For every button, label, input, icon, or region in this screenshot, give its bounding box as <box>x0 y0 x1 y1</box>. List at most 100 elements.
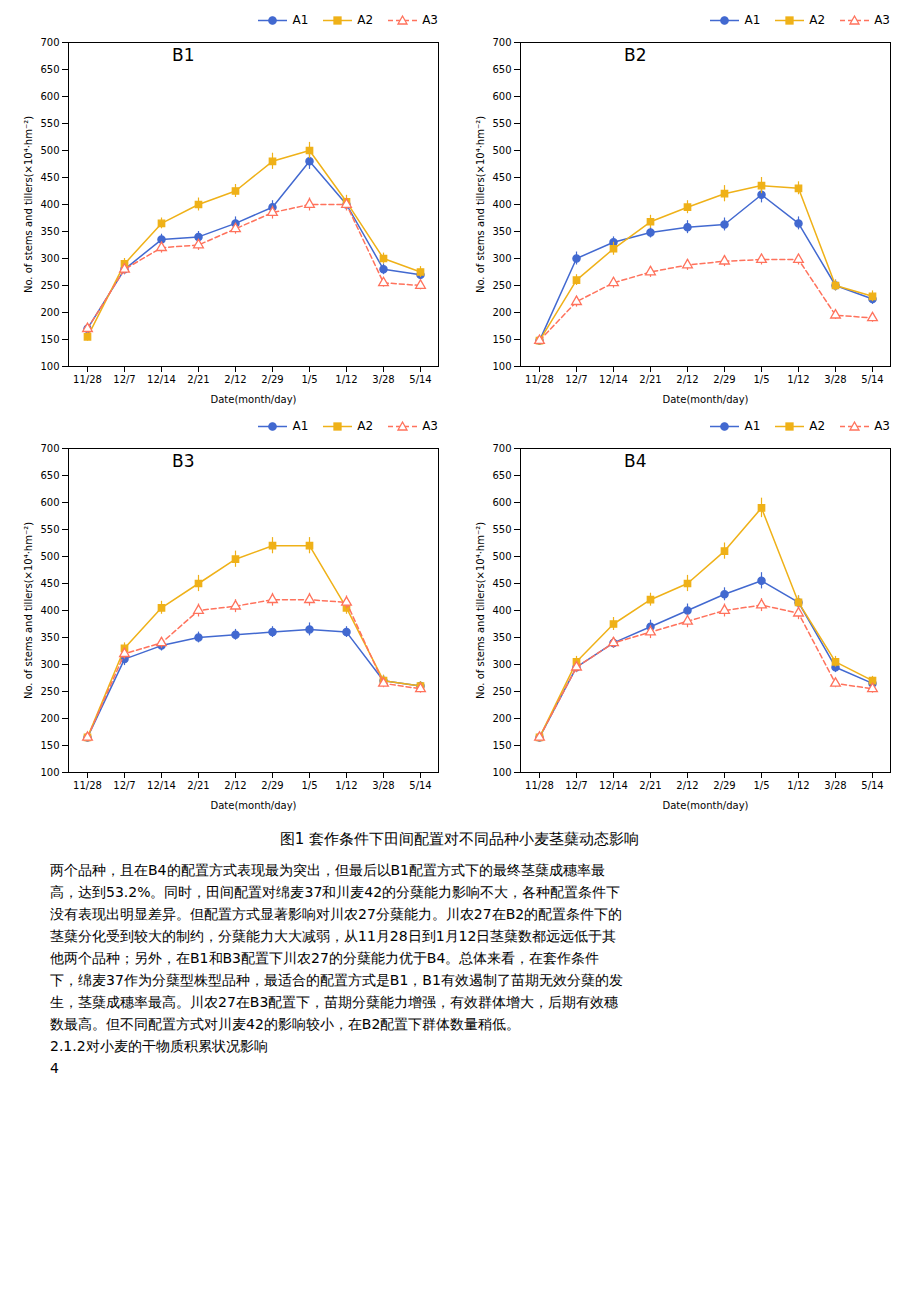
svg-text:500: 500 <box>40 551 59 562</box>
svg-text:400: 400 <box>492 199 511 210</box>
svg-text:2/21: 2/21 <box>187 780 209 791</box>
svg-text:2/12: 2/12 <box>676 374 698 385</box>
svg-text:100: 100 <box>40 767 59 778</box>
svg-text:1/5: 1/5 <box>753 374 769 385</box>
svg-text:2/29: 2/29 <box>713 780 735 791</box>
svg-text:450: 450 <box>40 578 59 589</box>
svg-text:300: 300 <box>492 659 511 670</box>
svg-text:Date(month/day): Date(month/day) <box>663 800 749 811</box>
svg-text:150: 150 <box>40 334 59 345</box>
svg-text:450: 450 <box>40 172 59 183</box>
svg-text:450: 450 <box>492 578 511 589</box>
svg-text:1/12: 1/12 <box>787 374 809 385</box>
svg-text:5/14: 5/14 <box>409 374 431 385</box>
svg-text:1/5: 1/5 <box>301 374 317 385</box>
svg-text:No. of stems and tillers(×10⁴·: No. of stems and tillers(×10⁴·hm⁻²) <box>475 522 486 699</box>
svg-text:150: 150 <box>40 740 59 751</box>
svg-text:250: 250 <box>492 280 511 291</box>
svg-text:1/5: 1/5 <box>753 780 769 791</box>
svg-text:600: 600 <box>40 497 59 508</box>
svg-text:No. of stems and tillers(×10⁴·: No. of stems and tillers(×10⁴·hm⁻²) <box>475 116 486 293</box>
svg-text:500: 500 <box>492 551 511 562</box>
svg-text:100: 100 <box>492 767 511 778</box>
svg-text:12/14: 12/14 <box>599 374 628 385</box>
svg-text:200: 200 <box>492 307 511 318</box>
svg-text:1/5: 1/5 <box>301 780 317 791</box>
svg-text:650: 650 <box>492 64 511 75</box>
svg-text:No. of stems and tillers(×10⁴·: No. of stems and tillers(×10⁴·hm⁻²) <box>23 116 34 293</box>
svg-text:B2: B2 <box>624 45 646 65</box>
svg-text:500: 500 <box>492 145 511 156</box>
svg-text:B1: B1 <box>172 45 194 65</box>
svg-text:2/12: 2/12 <box>224 780 246 791</box>
svg-text:12/7: 12/7 <box>565 780 587 791</box>
svg-text:250: 250 <box>40 686 59 697</box>
svg-text:B3: B3 <box>172 451 194 471</box>
svg-text:550: 550 <box>492 524 511 535</box>
svg-text:2/12: 2/12 <box>676 780 698 791</box>
svg-text:700: 700 <box>492 443 511 454</box>
svg-text:200: 200 <box>40 713 59 724</box>
svg-text:550: 550 <box>492 118 511 129</box>
svg-text:1/12: 1/12 <box>335 374 357 385</box>
svg-text:12/7: 12/7 <box>113 780 135 791</box>
svg-text:12/7: 12/7 <box>565 374 587 385</box>
svg-text:150: 150 <box>492 740 511 751</box>
svg-text:600: 600 <box>492 91 511 102</box>
svg-text:200: 200 <box>492 713 511 724</box>
svg-text:150: 150 <box>492 334 511 345</box>
svg-text:5/14: 5/14 <box>861 374 883 385</box>
svg-text:300: 300 <box>40 659 59 670</box>
svg-text:12/14: 12/14 <box>147 780 176 791</box>
svg-text:300: 300 <box>492 253 511 264</box>
svg-text:3/28: 3/28 <box>824 374 846 385</box>
svg-text:3/28: 3/28 <box>824 780 846 791</box>
svg-text:350: 350 <box>492 632 511 643</box>
svg-text:2/21: 2/21 <box>639 374 661 385</box>
svg-text:650: 650 <box>492 470 511 481</box>
svg-text:Date(month/day): Date(month/day) <box>211 800 297 811</box>
svg-text:600: 600 <box>40 91 59 102</box>
svg-text:1/12: 1/12 <box>335 780 357 791</box>
svg-text:200: 200 <box>40 307 59 318</box>
svg-text:Date(month/day): Date(month/day) <box>663 394 749 405</box>
svg-text:550: 550 <box>40 118 59 129</box>
svg-text:250: 250 <box>40 280 59 291</box>
svg-text:350: 350 <box>40 632 59 643</box>
svg-text:11/28: 11/28 <box>525 780 554 791</box>
svg-text:400: 400 <box>40 605 59 616</box>
svg-text:550: 550 <box>40 524 59 535</box>
svg-text:450: 450 <box>492 172 511 183</box>
svg-text:5/14: 5/14 <box>409 780 431 791</box>
svg-text:2/29: 2/29 <box>713 374 735 385</box>
svg-text:5/14: 5/14 <box>861 780 883 791</box>
svg-text:B4: B4 <box>624 451 646 471</box>
svg-text:No. of stems and tillers(×10⁴·: No. of stems and tillers(×10⁴·hm⁻²) <box>23 522 34 699</box>
svg-text:650: 650 <box>40 470 59 481</box>
svg-text:100: 100 <box>40 361 59 372</box>
svg-text:2/29: 2/29 <box>261 780 283 791</box>
svg-text:700: 700 <box>492 37 511 48</box>
svg-text:12/7: 12/7 <box>113 374 135 385</box>
svg-text:700: 700 <box>40 443 59 454</box>
svg-text:400: 400 <box>40 199 59 210</box>
svg-text:11/28: 11/28 <box>73 780 102 791</box>
svg-text:3/28: 3/28 <box>372 374 394 385</box>
svg-text:12/14: 12/14 <box>599 780 628 791</box>
svg-text:350: 350 <box>40 226 59 237</box>
svg-text:3/28: 3/28 <box>372 780 394 791</box>
svg-text:700: 700 <box>40 37 59 48</box>
svg-text:250: 250 <box>492 686 511 697</box>
svg-text:400: 400 <box>492 605 511 616</box>
svg-text:100: 100 <box>492 361 511 372</box>
svg-text:350: 350 <box>492 226 511 237</box>
svg-text:2/12: 2/12 <box>224 374 246 385</box>
svg-text:2/21: 2/21 <box>639 780 661 791</box>
svg-text:650: 650 <box>40 64 59 75</box>
svg-text:2/29: 2/29 <box>261 374 283 385</box>
svg-text:11/28: 11/28 <box>525 374 554 385</box>
svg-text:Date(month/day): Date(month/day) <box>211 394 297 405</box>
svg-text:500: 500 <box>40 145 59 156</box>
svg-text:600: 600 <box>492 497 511 508</box>
svg-text:12/14: 12/14 <box>147 374 176 385</box>
